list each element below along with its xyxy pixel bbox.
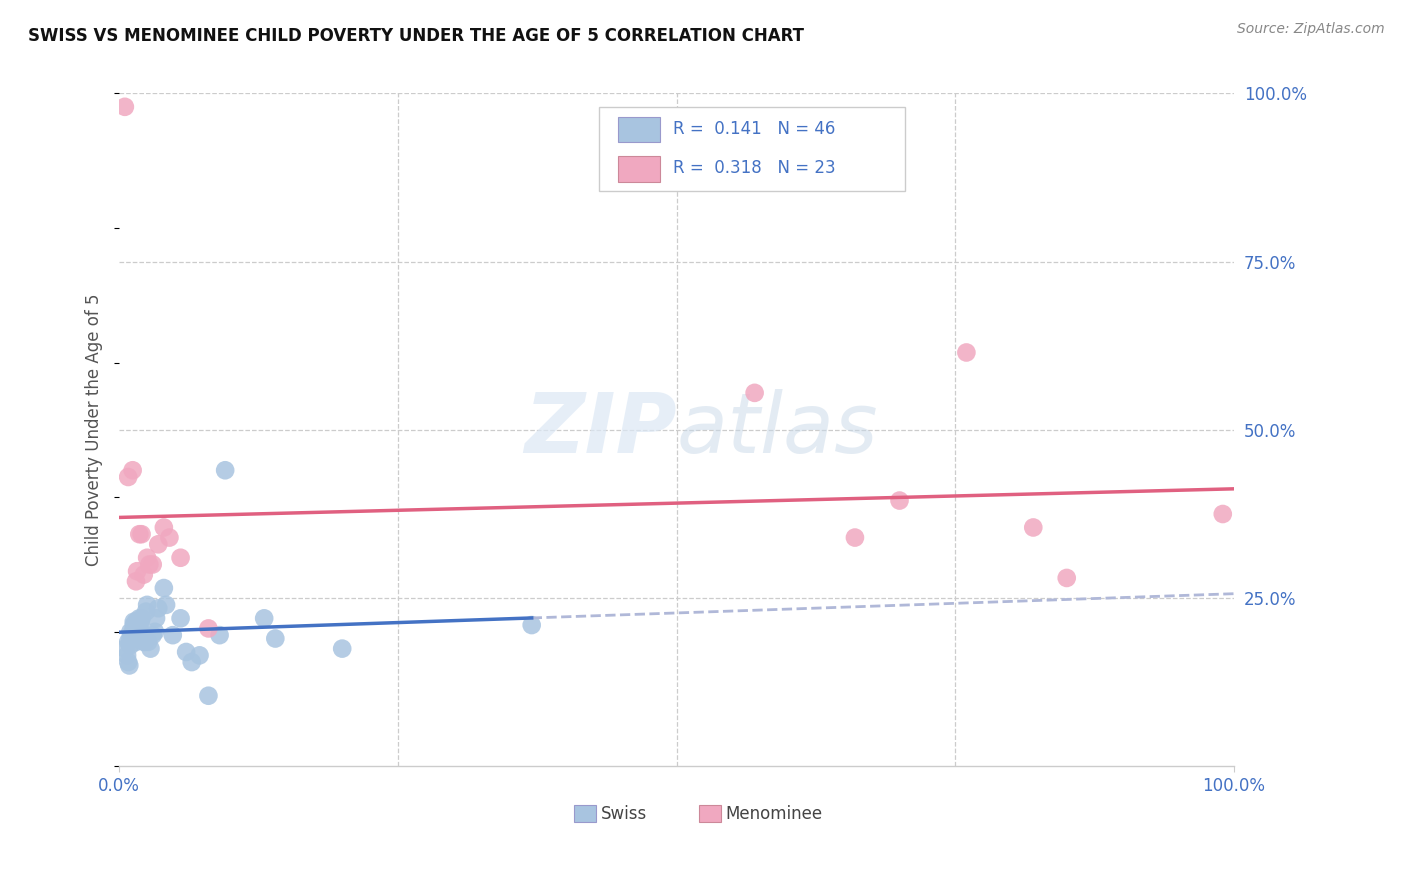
Point	[127, 615, 149, 629]
Point	[121, 628, 143, 642]
Point	[117, 655, 139, 669]
Point	[155, 598, 177, 612]
Point	[1212, 507, 1234, 521]
FancyBboxPatch shape	[617, 156, 659, 182]
FancyBboxPatch shape	[599, 107, 905, 191]
Point	[121, 624, 143, 639]
Point	[174, 645, 197, 659]
Point	[132, 635, 155, 649]
Point	[129, 615, 152, 629]
Point	[159, 531, 181, 545]
Point	[125, 615, 148, 629]
Point	[120, 624, 142, 639]
Point	[148, 537, 170, 551]
Point	[118, 658, 141, 673]
Point	[889, 493, 911, 508]
Point	[844, 531, 866, 545]
Point	[330, 641, 353, 656]
Point	[127, 564, 149, 578]
Point	[253, 611, 276, 625]
Text: Menominee: Menominee	[725, 805, 823, 822]
Point	[131, 611, 153, 625]
Y-axis label: Child Poverty Under the Age of 5: Child Poverty Under the Age of 5	[86, 293, 103, 566]
Point	[180, 655, 202, 669]
Point	[145, 611, 167, 625]
Point	[120, 632, 142, 646]
Text: ZIP: ZIP	[524, 390, 676, 470]
Point	[142, 558, 165, 572]
Point	[136, 635, 159, 649]
Point	[169, 550, 191, 565]
Text: Swiss: Swiss	[600, 805, 647, 822]
Text: SWISS VS MENOMINEE CHILD POVERTY UNDER THE AGE OF 5 CORRELATION CHART: SWISS VS MENOMINEE CHILD POVERTY UNDER T…	[28, 27, 804, 45]
Point	[955, 345, 977, 359]
Point	[1056, 571, 1078, 585]
Point	[139, 641, 162, 656]
Point	[744, 385, 766, 400]
FancyBboxPatch shape	[699, 805, 721, 822]
Point	[125, 574, 148, 589]
Point	[135, 605, 157, 619]
Point	[197, 689, 219, 703]
Point	[114, 100, 136, 114]
Point	[136, 550, 159, 565]
Point	[142, 628, 165, 642]
Point	[117, 635, 139, 649]
Text: Source: ZipAtlas.com: Source: ZipAtlas.com	[1237, 22, 1385, 37]
Point	[1022, 520, 1045, 534]
Point	[197, 622, 219, 636]
Point	[214, 463, 236, 477]
Point	[153, 581, 176, 595]
Text: R =  0.318   N = 23: R = 0.318 N = 23	[673, 159, 837, 178]
Point	[127, 622, 149, 636]
Point	[128, 611, 150, 625]
Point	[143, 624, 166, 639]
Point	[127, 628, 149, 642]
Point	[122, 618, 145, 632]
Point	[153, 520, 176, 534]
Point	[125, 635, 148, 649]
Point	[138, 558, 160, 572]
Text: atlas: atlas	[676, 390, 879, 470]
Point	[115, 648, 138, 663]
Point	[208, 628, 231, 642]
Point	[120, 638, 142, 652]
Text: R =  0.141   N = 46: R = 0.141 N = 46	[673, 120, 835, 138]
Point	[117, 470, 139, 484]
Point	[136, 598, 159, 612]
FancyBboxPatch shape	[617, 117, 659, 143]
Point	[132, 567, 155, 582]
Point	[188, 648, 211, 663]
Point	[134, 635, 156, 649]
Point	[520, 618, 543, 632]
Point	[121, 463, 143, 477]
Point	[122, 615, 145, 629]
Point	[162, 628, 184, 642]
Point	[114, 641, 136, 656]
Point	[148, 601, 170, 615]
Point	[131, 527, 153, 541]
Point	[131, 628, 153, 642]
Point	[128, 618, 150, 632]
Point	[169, 611, 191, 625]
FancyBboxPatch shape	[574, 805, 596, 822]
Point	[128, 527, 150, 541]
Point	[264, 632, 287, 646]
